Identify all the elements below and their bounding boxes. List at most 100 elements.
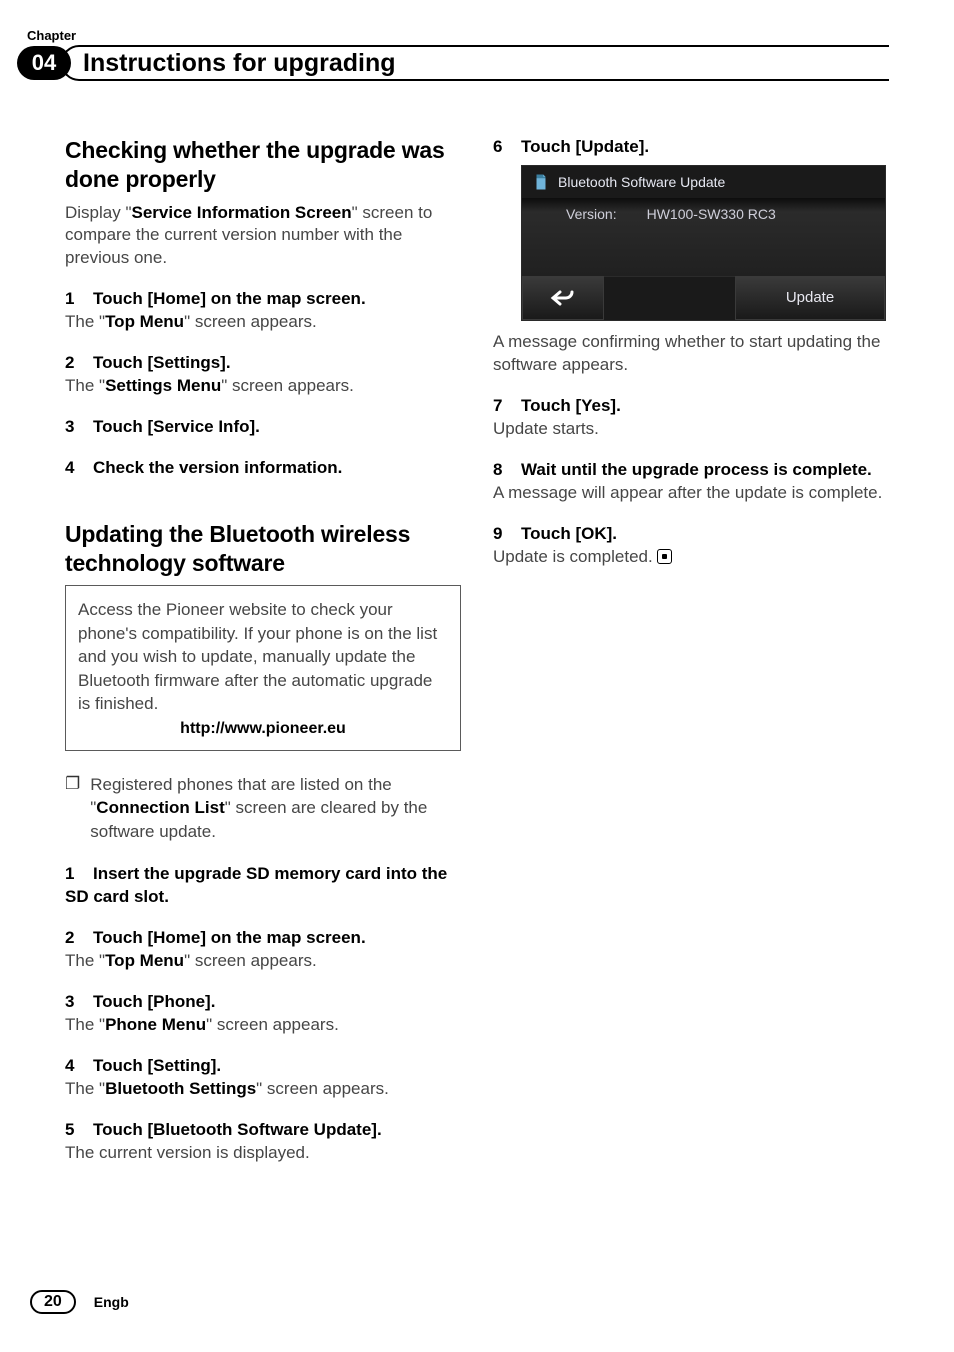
step-text: Check the version information. [93, 458, 342, 477]
language-label: Engb [94, 1294, 129, 1310]
step-text: Wait until the upgrade process is comple… [521, 460, 872, 479]
section1-body: Display "Service Information Screen" scr… [65, 202, 461, 271]
step-number: 4 [65, 1055, 93, 1078]
bold-text: Bluetooth Settings [105, 1079, 256, 1098]
step-8-body: A message will appear after the update i… [493, 482, 889, 505]
text: " screen appears. [206, 1015, 339, 1034]
bt-step-2-body: The "Top Menu" screen appears. [65, 950, 461, 973]
text: Display " [65, 203, 132, 222]
step-text: Touch [Service Info]. [93, 417, 260, 436]
bold-text: Service Information Screen [132, 203, 352, 222]
step-number: 4 [65, 457, 93, 480]
text: Update is completed. [493, 547, 653, 566]
step-7-head: 7Touch [Yes]. [493, 395, 889, 418]
info-box: Access the Pioneer website to check your… [65, 585, 461, 750]
step-number: 5 [65, 1119, 93, 1142]
bt-step-5-body: The current version is displayed. [65, 1142, 461, 1165]
page-footer: 20 Engb [30, 1290, 129, 1314]
text: The " [65, 951, 105, 970]
chapter-label: Chapter [27, 28, 889, 43]
step-text: Touch [OK]. [521, 524, 617, 543]
text: " screen appears. [184, 951, 317, 970]
bold-text: Top Menu [105, 951, 184, 970]
step-number: 1 [65, 863, 93, 886]
bt-step-3-body: The "Phone Menu" screen appears. [65, 1014, 461, 1037]
text: The " [65, 376, 105, 395]
screenshot-footer: Update [522, 276, 885, 320]
info-box-text: Access the Pioneer website to check your… [78, 598, 448, 715]
end-of-section-icon [657, 549, 672, 564]
page-root: Chapter 04 Instructions for upgrading Ch… [0, 0, 954, 1182]
step-1-head: 1Touch [Home] on the map screen. [65, 288, 461, 311]
step-number: 3 [65, 991, 93, 1014]
chapter-header: 04 Instructions for upgrading [17, 45, 889, 81]
bold-text: Phone Menu [105, 1015, 206, 1034]
step-number: 7 [493, 395, 521, 418]
step-number: 2 [65, 927, 93, 950]
step-number: 2 [65, 352, 93, 375]
text: The " [65, 312, 105, 331]
bt-step-5-head: 5Touch [Bluetooth Software Update]. [65, 1119, 461, 1142]
bt-step-4-head: 4Touch [Setting]. [65, 1055, 461, 1078]
step-text: Touch [Yes]. [521, 396, 621, 415]
back-arrow-icon [550, 289, 576, 307]
chapter-number-badge: 04 [17, 46, 71, 80]
step-2-body: The "Settings Menu" screen appears. [65, 375, 461, 398]
step-8-head: 8Wait until the upgrade process is compl… [493, 459, 889, 482]
bullet-item: ❐ Registered phones that are listed on t… [65, 773, 461, 843]
text: The " [65, 1015, 105, 1034]
content-columns: Checking whether the upgrade was done pr… [65, 136, 889, 1182]
text: " screen appears. [221, 376, 354, 395]
back-button[interactable] [522, 276, 604, 320]
text: " screen appears. [184, 312, 317, 331]
text: " screen appears. [256, 1079, 389, 1098]
text: The " [65, 1079, 105, 1098]
section-heading-checking: Checking whether the upgrade was done pr… [65, 136, 461, 194]
chapter-title: Instructions for upgrading [83, 49, 396, 78]
step-6-head: 6Touch [Update]. [493, 136, 889, 159]
bold-text: Connection List [96, 798, 224, 817]
page-number: 20 [30, 1290, 76, 1314]
bullet-text: Registered phones that are listed on the… [90, 773, 461, 843]
version-row: Version: HW100-SW330 RC3 [536, 206, 871, 222]
step-text: Touch [Setting]. [93, 1056, 221, 1075]
bt-step-1-head: 1Insert the upgrade SD memory card into … [65, 863, 461, 909]
screenshot-body: Version: HW100-SW330 RC3 [522, 198, 885, 276]
bold-text: Top Menu [105, 312, 184, 331]
step-text: Touch [Bluetooth Software Update]. [93, 1120, 382, 1139]
step-text: Touch [Phone]. [93, 992, 215, 1011]
screenshot-title: Bluetooth Software Update [558, 174, 725, 190]
step-text: Touch [Update]. [521, 137, 649, 156]
step-4-head: 4Check the version information. [65, 457, 461, 480]
bt-step-3-head: 3Touch [Phone]. [65, 991, 461, 1014]
screenshot-footer-gap [604, 276, 735, 320]
step-text: Touch [Home] on the map screen. [93, 289, 366, 308]
step-number: 3 [65, 416, 93, 439]
step-text: Insert the upgrade SD memory card into t… [65, 864, 447, 906]
phone-icon [532, 173, 550, 191]
step-2-head: 2Touch [Settings]. [65, 352, 461, 375]
step-text: Touch [Home] on the map screen. [93, 928, 366, 947]
step-text: Touch [Settings]. [93, 353, 231, 372]
step-number: 8 [493, 459, 521, 482]
bt-step-4-body: The "Bluetooth Settings" screen appears. [65, 1078, 461, 1101]
step-9-body: Update is completed. [493, 546, 889, 569]
step-9-head: 9Touch [OK]. [493, 523, 889, 546]
right-column: 6Touch [Update]. Bluetooth Software Upda… [493, 136, 889, 1182]
step-6-body: A message confirming whether to start up… [493, 331, 889, 377]
info-box-link: http://www.pioneer.eu [78, 720, 448, 738]
step-7-body: Update starts. [493, 418, 889, 441]
step-number: 9 [493, 523, 521, 546]
chapter-title-container: Instructions for upgrading [61, 45, 889, 81]
step-3-head: 3Touch [Service Info]. [65, 416, 461, 439]
section-heading-bluetooth: Updating the Bluetooth wireless technolo… [65, 520, 461, 578]
update-button[interactable]: Update [735, 276, 885, 320]
bullet-icon: ❐ [65, 774, 80, 794]
step-number: 6 [493, 136, 521, 159]
screenshot-titlebar: Bluetooth Software Update [522, 166, 885, 198]
step-1-body: The "Top Menu" screen appears. [65, 311, 461, 334]
bold-text: Settings Menu [105, 376, 221, 395]
step-number: 1 [65, 288, 93, 311]
version-value: HW100-SW330 RC3 [647, 206, 776, 222]
left-column: Checking whether the upgrade was done pr… [65, 136, 461, 1182]
